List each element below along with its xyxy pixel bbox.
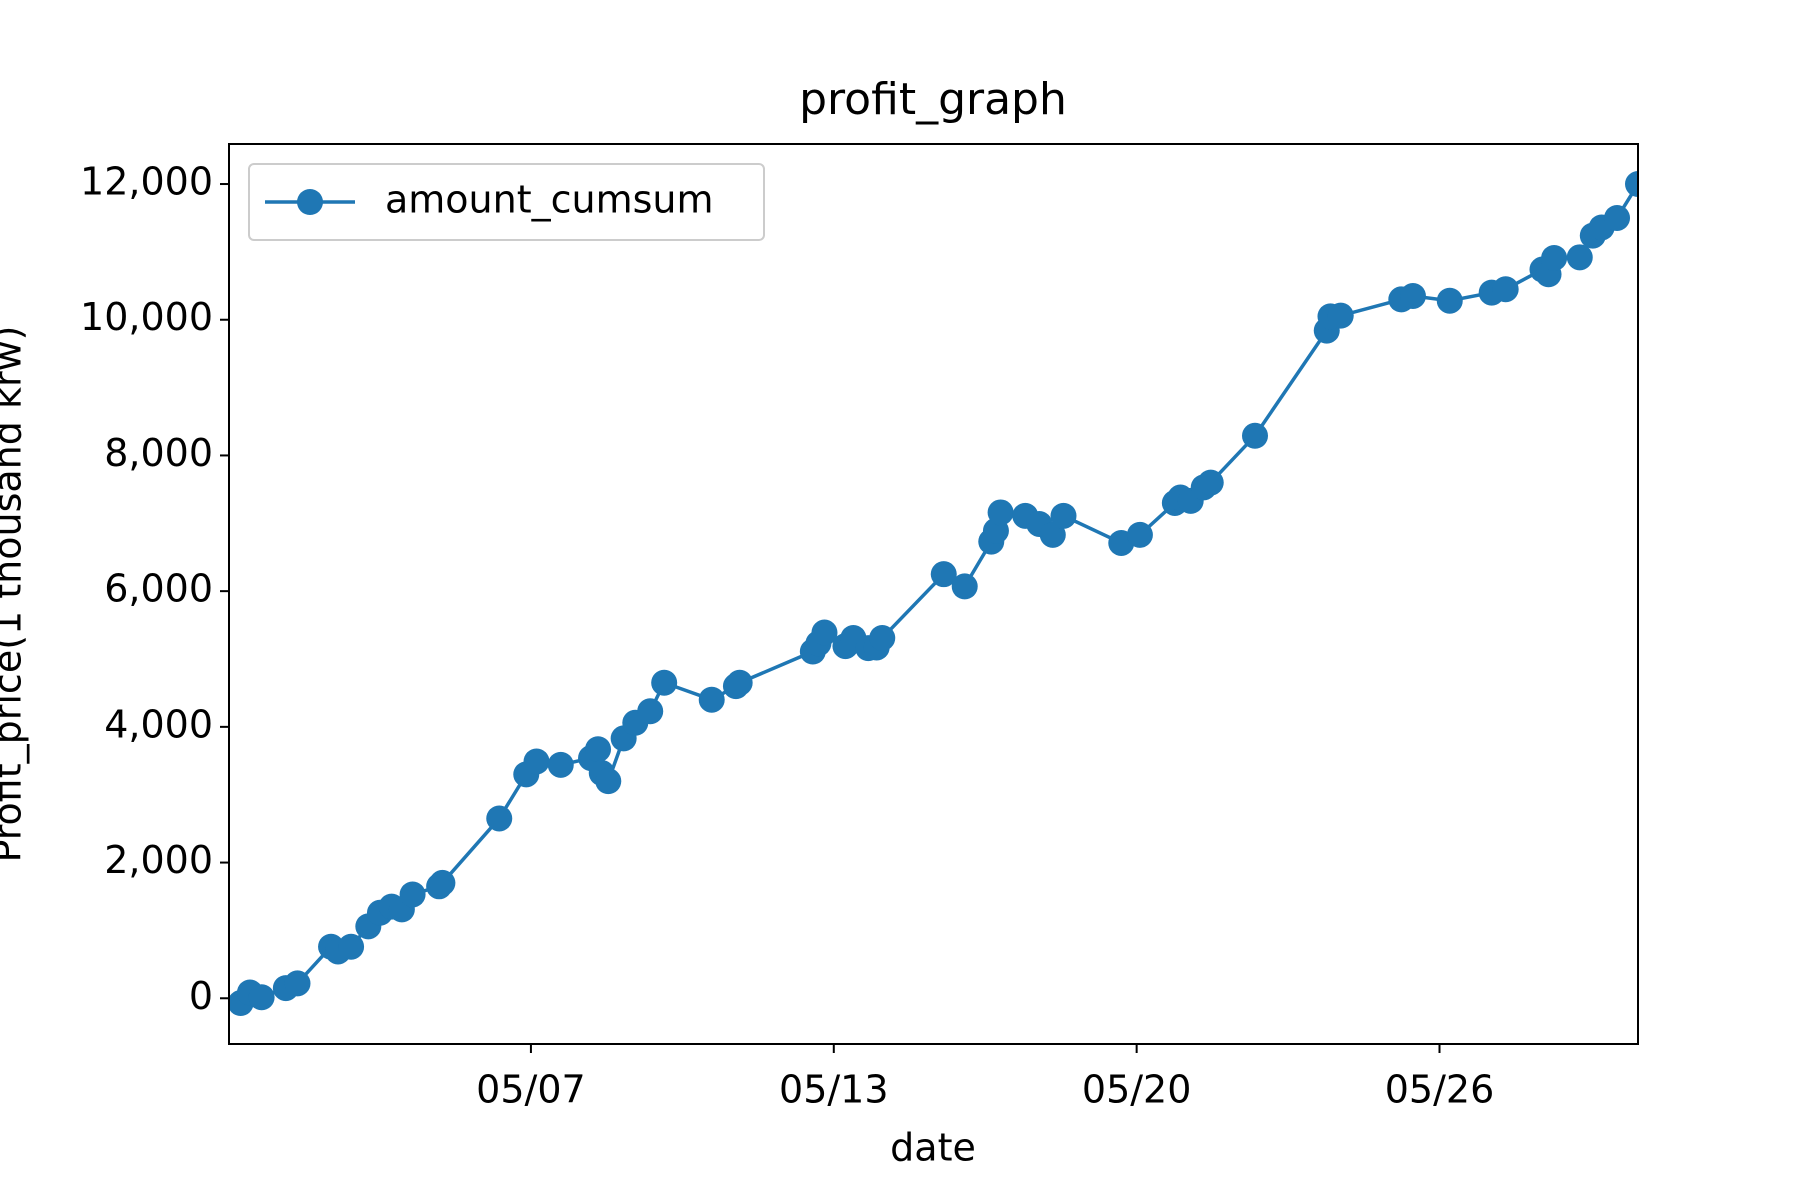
y-tick-label: 6,000 bbox=[104, 567, 213, 611]
data-point bbox=[869, 624, 896, 651]
data-point bbox=[248, 984, 275, 1011]
data-point bbox=[811, 619, 838, 646]
legend: amount_cumsum bbox=[248, 163, 765, 241]
legend-marker bbox=[297, 189, 323, 215]
x-tick-label: 05/13 bbox=[779, 1068, 889, 1112]
axes: 0 2,000 4,000 6,000 8,000 10,000 12,000 05/07 05… bbox=[80, 143, 1639, 1112]
chart-title: profit_graph bbox=[799, 74, 1067, 125]
data-point bbox=[987, 499, 1014, 526]
legend-frame bbox=[248, 163, 765, 241]
x-tick-label: 05/07 bbox=[476, 1068, 586, 1112]
data-point bbox=[523, 748, 550, 775]
data-point bbox=[1241, 422, 1268, 449]
y-tick-label: 2,000 bbox=[104, 838, 213, 882]
x-tick-label: 05/26 bbox=[1385, 1068, 1495, 1112]
data-point bbox=[726, 669, 753, 696]
y-tick-label: 10,000 bbox=[80, 295, 213, 339]
data-point bbox=[951, 573, 978, 600]
data-point bbox=[930, 561, 957, 588]
data-point bbox=[1541, 244, 1568, 271]
x-axis-label: date bbox=[890, 1126, 976, 1170]
data-point bbox=[595, 768, 622, 795]
data-point bbox=[338, 933, 365, 960]
data-point bbox=[1039, 521, 1066, 548]
y-tick-label: 8,000 bbox=[104, 431, 213, 475]
data-point bbox=[698, 686, 725, 713]
data-point bbox=[1492, 276, 1519, 303]
data-point bbox=[547, 751, 574, 778]
data-point bbox=[1197, 469, 1224, 496]
data-point bbox=[399, 881, 426, 908]
data-point bbox=[429, 869, 456, 896]
data-point bbox=[651, 669, 678, 696]
data-point bbox=[1399, 282, 1426, 309]
y-axis-label: Profit_price(1 thousand krw) bbox=[0, 326, 30, 863]
data-point bbox=[637, 698, 664, 725]
legend-label: amount_cumsum bbox=[385, 178, 714, 222]
data-point bbox=[1327, 302, 1354, 329]
x-tick-label: 05/20 bbox=[1082, 1068, 1192, 1112]
data-point bbox=[1566, 244, 1593, 271]
data-point bbox=[1625, 171, 1638, 198]
y-tick-label: 12,000 bbox=[80, 160, 213, 204]
data-point bbox=[1436, 287, 1463, 314]
data-point bbox=[1604, 204, 1631, 231]
data-point bbox=[585, 736, 612, 763]
data-point bbox=[486, 805, 513, 832]
plot-frame bbox=[228, 143, 1639, 1045]
data-point bbox=[1126, 521, 1153, 548]
data-point bbox=[1050, 502, 1077, 529]
data-point bbox=[284, 970, 311, 997]
plot-area bbox=[229, 171, 1638, 1017]
y-tick-label: 0 bbox=[189, 974, 213, 1018]
y-tick-label: 4,000 bbox=[104, 702, 213, 746]
